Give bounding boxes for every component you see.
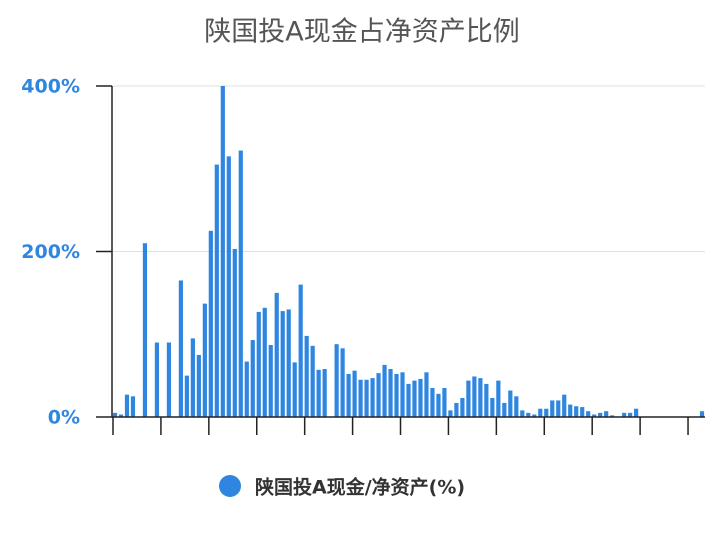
bar: [466, 380, 471, 417]
bar: [310, 345, 315, 417]
y-tick-label: 400%: [21, 76, 80, 98]
bar: [448, 410, 453, 417]
bar: [598, 412, 603, 417]
bar: [496, 380, 501, 417]
y-tick-label: 0%: [48, 407, 80, 429]
bar: [340, 348, 345, 417]
bar: [202, 303, 207, 417]
bar: [244, 361, 249, 417]
bar: [478, 378, 483, 417]
bar: [358, 379, 363, 417]
bar: [520, 410, 525, 417]
legend-label: 陕国投A现金/净资产(%): [255, 476, 465, 499]
bar: [442, 388, 447, 417]
chart-title: 陕国投A现金占净资产比例: [204, 17, 519, 48]
legend-marker: [219, 475, 241, 497]
bar: [592, 414, 597, 417]
bar: [400, 372, 405, 417]
bar: [699, 411, 705, 417]
bar: [256, 311, 261, 417]
bar: [472, 376, 477, 417]
bar: [118, 414, 124, 417]
bar: [304, 335, 309, 417]
bar: [286, 309, 291, 417]
bar: [418, 378, 423, 417]
bar: [562, 394, 567, 417]
bar: [412, 380, 417, 417]
bar: [238, 150, 243, 418]
bar: [502, 402, 507, 417]
bar: [346, 373, 351, 417]
bar: [316, 369, 321, 417]
bar: [376, 373, 381, 417]
bar: [130, 396, 136, 417]
bar: [508, 390, 513, 417]
bar: [274, 292, 279, 417]
bar: [568, 404, 573, 417]
bar: [214, 164, 219, 417]
bar: [424, 372, 429, 417]
bar: [454, 402, 459, 417]
bar: [352, 370, 357, 417]
bar: [490, 397, 495, 417]
y-tick-label: 200%: [21, 241, 80, 263]
bar: [388, 369, 393, 417]
bar: [220, 86, 225, 417]
bar: [406, 383, 411, 417]
bar: [226, 156, 231, 417]
bar: [436, 393, 441, 417]
bar: [292, 362, 297, 417]
bar: [586, 411, 591, 417]
bar: [604, 411, 609, 417]
bar: [142, 243, 148, 417]
bar: [364, 379, 369, 417]
bar: [574, 406, 579, 417]
bar: [208, 230, 213, 417]
bar: [622, 412, 627, 417]
bar: [550, 400, 555, 417]
bar: [580, 407, 585, 417]
bar: [196, 354, 201, 417]
bar: [394, 373, 399, 417]
bar: [334, 344, 339, 417]
bar: [112, 412, 118, 417]
bar: [544, 408, 549, 417]
bar: [250, 340, 255, 417]
bar: [628, 412, 633, 417]
bar: [526, 412, 531, 417]
bar: [556, 400, 561, 417]
bar: [322, 369, 327, 417]
bar: [232, 249, 237, 417]
bar: [538, 408, 543, 417]
bar: [460, 397, 465, 417]
bar: [280, 311, 285, 417]
bar: [166, 342, 172, 417]
bar: [124, 394, 130, 417]
bar: [532, 414, 537, 417]
bar: [610, 415, 615, 417]
bar: [514, 396, 519, 417]
bar: [268, 345, 273, 417]
bar: [382, 364, 387, 417]
bar: [154, 342, 160, 417]
bar: [298, 284, 303, 417]
bar: [262, 307, 267, 417]
bar: [484, 383, 489, 417]
bar: [634, 408, 639, 417]
bar: [190, 338, 195, 417]
bar: [184, 375, 189, 417]
bar: [370, 378, 375, 417]
bar: [178, 280, 183, 417]
bar: [430, 388, 435, 417]
